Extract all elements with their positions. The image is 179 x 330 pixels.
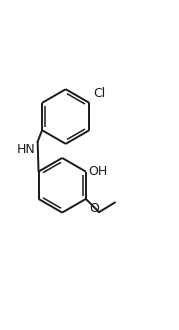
Text: HN: HN (16, 143, 35, 155)
Text: O: O (89, 202, 99, 215)
Text: OH: OH (88, 165, 108, 178)
Text: Cl: Cl (93, 87, 105, 100)
